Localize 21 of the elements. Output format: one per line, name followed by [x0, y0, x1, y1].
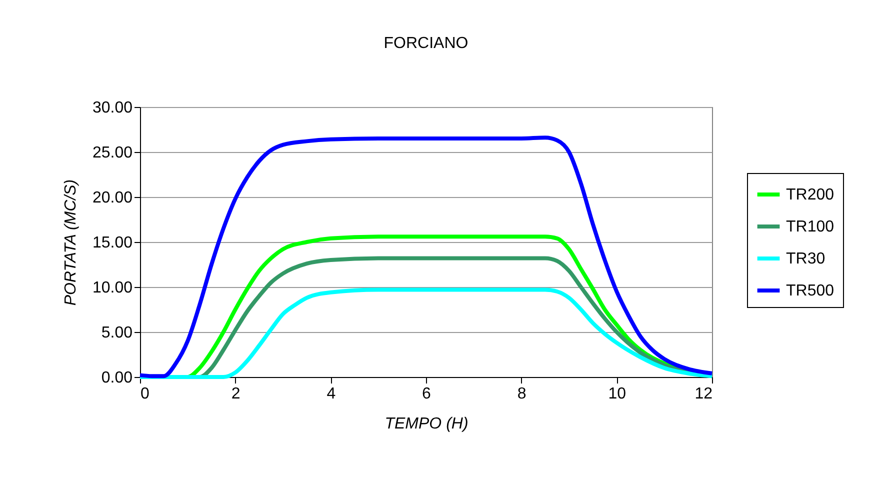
y-tick-label: 20.00 — [92, 190, 133, 206]
legend-label: TR500 — [786, 282, 834, 300]
legend-label: TR30 — [786, 250, 826, 268]
x-tick-label: 6 — [422, 386, 432, 402]
x-tick-label: 2 — [231, 386, 240, 402]
x-tick-label: 4 — [326, 386, 336, 402]
chart-title: FORCIANO — [384, 35, 468, 52]
y-axis-title: PORTATA (MC/S) — [62, 179, 80, 306]
x-tick-label: 8 — [517, 386, 526, 402]
y-tick-label: 10.00 — [92, 280, 133, 296]
x-tick-label: 12 — [694, 386, 713, 402]
y-tick-label: 25.00 — [92, 144, 133, 162]
x-tick-label: 0 — [140, 386, 150, 402]
x-axis-title: TEMPO (H) — [384, 416, 468, 432]
legend-label: TR100 — [786, 218, 834, 236]
x-tick-label: 10 — [608, 386, 626, 402]
y-tick-label: 15.00 — [92, 234, 133, 252]
y-tick-label: 30.00 — [92, 100, 133, 116]
y-tick-label: 5.00 — [101, 324, 133, 342]
y-tick-label: 0.00 — [101, 370, 133, 386]
legend-label: TR200 — [786, 186, 834, 204]
